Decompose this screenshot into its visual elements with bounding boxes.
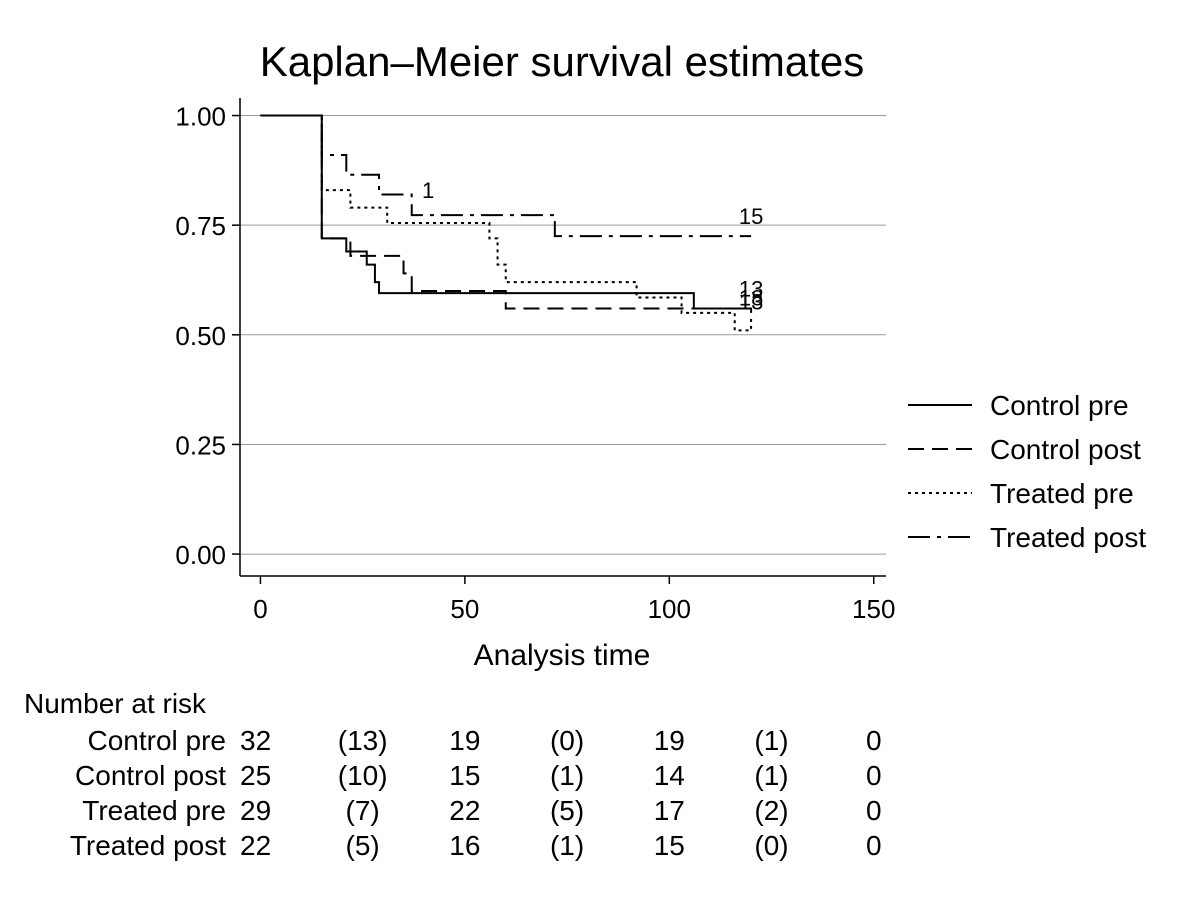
risk-table: Number at risk Control pre 32 (13) 19 (0) 19 (1… <box>24 688 882 861</box>
risk-cell: (0) <box>550 725 584 756</box>
series-line-treated-pre <box>260 114 753 332</box>
risk-cell: 14 <box>654 760 685 791</box>
risk-cell: 16 <box>449 830 480 861</box>
annotation-label: 1 <box>422 178 434 203</box>
series-line-treated-post <box>260 114 752 238</box>
end-label: 13 <box>739 276 763 301</box>
risk-cell: (10) <box>338 760 388 791</box>
y-tick-label: 0.25 <box>175 430 226 460</box>
risk-cell: 15 <box>449 760 480 791</box>
end-label: 13 <box>739 290 763 315</box>
risk-cell: (1) <box>550 760 584 791</box>
grid-lines <box>240 115 886 555</box>
risk-cell: 19 <box>654 725 685 756</box>
risk-cell: 32 <box>240 725 271 756</box>
y-tick-label: 0.50 <box>175 321 226 351</box>
risk-cell: 25 <box>240 760 271 791</box>
risk-row-label: Control pre <box>87 725 226 756</box>
risk-cell: 0 <box>866 725 882 756</box>
legend-label: Treated pre <box>990 478 1134 509</box>
risk-cell: (1) <box>550 830 584 861</box>
legend-label: Control post <box>990 434 1141 465</box>
risk-cell: (1) <box>754 760 788 791</box>
risk-table-title: Number at risk <box>24 688 207 719</box>
x-tick-label: 0 <box>253 594 267 624</box>
risk-cell: (1) <box>754 725 788 756</box>
chart-title: Kaplan–Meier survival estimates <box>260 38 865 85</box>
y-tick-label: 1.00 <box>175 102 226 132</box>
legend-label: Control pre <box>990 390 1129 421</box>
end-label: 18 <box>739 285 763 310</box>
risk-cell: (0) <box>754 830 788 861</box>
risk-cell: (13) <box>338 725 388 756</box>
x-tick-label: 150 <box>852 594 895 624</box>
risk-row-label: Control post <box>75 760 226 791</box>
risk-cell: 29 <box>240 795 271 826</box>
series-line-control-pre <box>260 114 752 310</box>
x-tick-label: 100 <box>648 594 691 624</box>
risk-cell: 19 <box>449 725 480 756</box>
risk-cell: 0 <box>866 760 882 791</box>
risk-cell: 17 <box>654 795 685 826</box>
risk-cell: 22 <box>449 795 480 826</box>
risk-cell: (5) <box>346 830 380 861</box>
axes: 0.00 0.25 0.50 0.75 1.00 0 50 100 150 <box>175 98 895 624</box>
x-axis-label: Analysis time <box>474 639 651 672</box>
legend: Control pre Control post Treated pre Treate… <box>908 390 1146 553</box>
series-line-control-post <box>260 114 753 322</box>
risk-row-label: Treated post <box>70 830 226 861</box>
series-group <box>260 114 753 332</box>
risk-cell: (7) <box>346 795 380 826</box>
y-tick-label: 0.75 <box>175 211 226 241</box>
risk-cell: (5) <box>550 795 584 826</box>
legend-label: Treated post <box>990 522 1146 553</box>
risk-row-label: Treated pre <box>82 795 226 826</box>
risk-cell: (2) <box>754 795 788 826</box>
risk-cell: 0 <box>866 795 882 826</box>
risk-cell: 0 <box>866 830 882 861</box>
x-tick-label: 50 <box>450 594 479 624</box>
y-tick-label: 0.00 <box>175 540 226 570</box>
risk-cell: 22 <box>240 830 271 861</box>
end-label: 15 <box>739 204 763 229</box>
risk-cell: 15 <box>654 830 685 861</box>
